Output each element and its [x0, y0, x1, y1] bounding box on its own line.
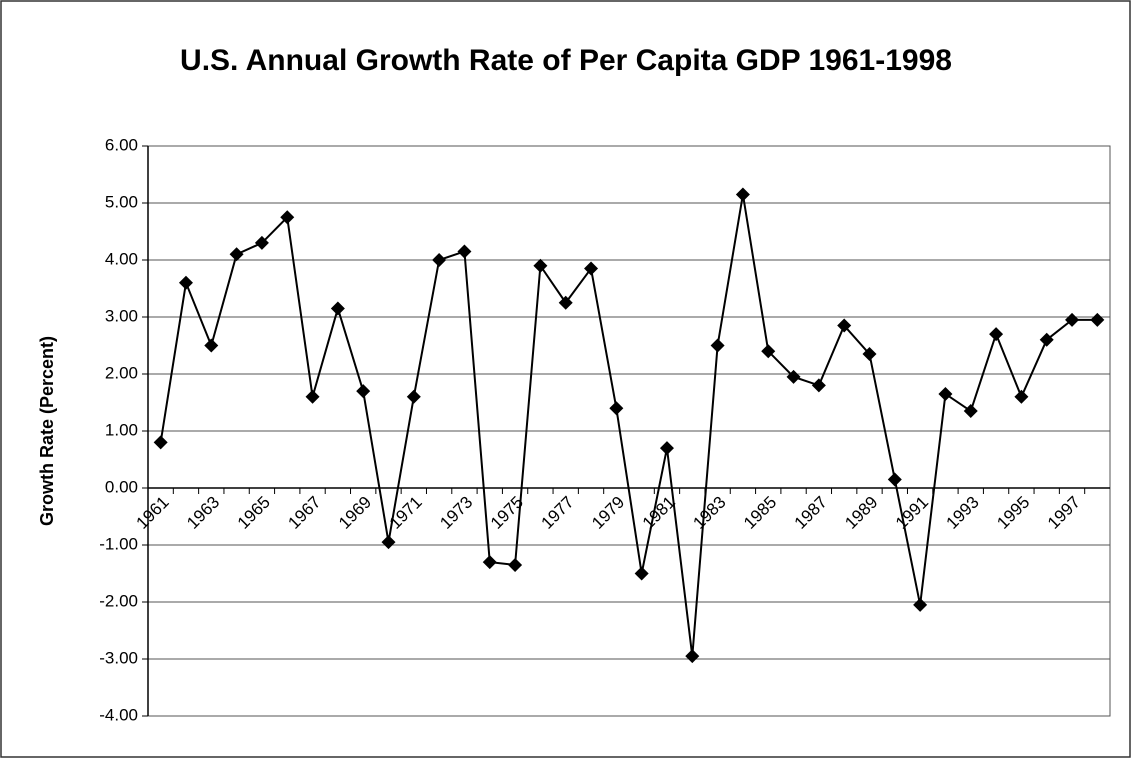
data-point: [659, 441, 674, 456]
data-point: [204, 338, 219, 353]
data-point: [558, 295, 573, 310]
data-point: [1014, 389, 1029, 404]
data-point: [1039, 332, 1054, 347]
y-tick-label: 3.00: [105, 306, 138, 325]
data-point: [406, 389, 421, 404]
data-line: [159, 194, 1098, 657]
y-axis-title: Growth Rate (Percent): [37, 336, 57, 526]
y-tick-label: 4.00: [105, 249, 138, 268]
data-point: [735, 187, 750, 202]
y-tick-label: -2.00: [99, 591, 138, 610]
data-point: [1065, 312, 1080, 327]
data-point: [862, 347, 877, 362]
y-tick-label: 1.00: [105, 420, 138, 439]
y-tick-label: 5.00: [105, 192, 138, 211]
data-point: [254, 235, 269, 250]
data-point: [330, 301, 345, 316]
data-point: [229, 247, 244, 262]
data-point: [710, 338, 725, 353]
data-point: [533, 258, 548, 273]
y-tick-label: -4.00: [99, 705, 138, 724]
data-point: [457, 244, 472, 259]
data-point: [989, 327, 1004, 342]
data-point: [482, 555, 497, 570]
data-point: [609, 401, 624, 416]
data-point: [938, 386, 953, 401]
data-point: [305, 389, 320, 404]
data-point: [178, 275, 193, 290]
data-point: [963, 404, 978, 419]
y-tick-label: 2.00: [105, 363, 138, 382]
data-point: [761, 344, 776, 359]
data-point: [913, 597, 928, 612]
data-point: [786, 369, 801, 384]
data-point: [837, 318, 852, 333]
data-point: [432, 253, 447, 267]
chart-title: U.S. Annual Growth Rate of Per Capita GD…: [180, 44, 952, 77]
y-tick-label: 6.00: [105, 135, 138, 154]
data-point: [1090, 312, 1105, 327]
data-point: [685, 649, 700, 664]
data-point: [508, 557, 523, 572]
data-point: [381, 535, 396, 550]
y-tick-label: -1.00: [99, 534, 138, 553]
data-point: [634, 566, 649, 581]
data-point: [356, 384, 371, 399]
data-point: [584, 261, 599, 276]
data-point: [811, 378, 826, 393]
y-tick-label: 0.00: [105, 477, 138, 496]
data-point: [887, 472, 902, 487]
data-point: [280, 210, 295, 225]
y-tick-label: -3.00: [99, 648, 138, 667]
data-point: [153, 435, 168, 450]
